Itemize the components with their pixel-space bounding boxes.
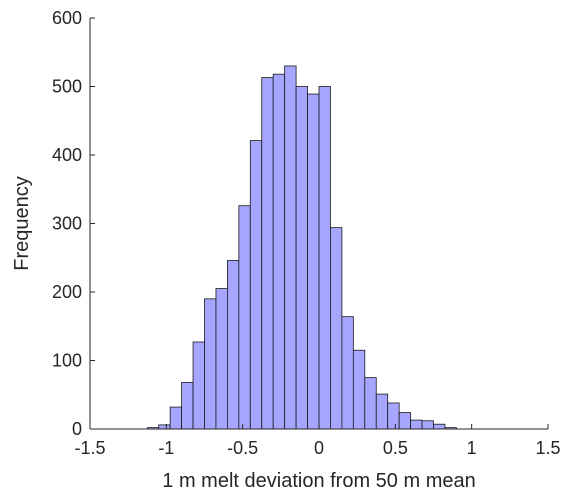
histogram-bar — [318, 86, 331, 430]
histogram-bar — [284, 65, 297, 430]
y-tick-label: 200 — [52, 282, 82, 302]
x-axis-label: 1 m melt deviation from 50 m mean — [162, 470, 475, 492]
histogram-bar — [398, 412, 411, 430]
histogram-bar — [158, 424, 171, 430]
x-tick-label: 1 — [467, 438, 477, 458]
histogram-bar — [295, 86, 308, 430]
bars-layer — [146, 65, 457, 430]
x-ticks: -1.5 -1 -0.5 0 0.5 1 1.5 — [74, 424, 561, 458]
x-tick-label: 0.5 — [383, 438, 408, 458]
histogram-bar — [226, 260, 240, 430]
y-tick-label: 100 — [52, 351, 82, 371]
y-axis-label: Frequency — [11, 176, 33, 271]
histogram-bar — [204, 298, 217, 430]
histogram-bar — [307, 93, 320, 430]
histogram-bar — [421, 420, 434, 430]
x-tick-label: -1.5 — [74, 438, 105, 458]
y-tick-label: 600 — [52, 8, 82, 28]
x-tick-label: -0.5 — [227, 438, 258, 458]
histogram-bar — [238, 205, 251, 430]
x-tick-label: 0 — [314, 438, 324, 458]
histogram-bar — [387, 402, 400, 430]
histogram-bar — [215, 288, 228, 430]
y-ticks: 0 100 200 300 400 500 600 — [52, 8, 95, 439]
histogram-bar — [352, 349, 366, 430]
histogram-bar — [169, 406, 182, 430]
x-tick-label: 1.5 — [535, 438, 560, 458]
histogram-bar — [330, 227, 343, 430]
histogram-bar — [272, 73, 286, 430]
y-tick-label: 0 — [72, 419, 82, 439]
histogram-bar — [341, 316, 354, 430]
y-tick-label: 300 — [52, 214, 82, 234]
histogram-bar — [261, 77, 274, 430]
y-tick-label: 400 — [52, 145, 82, 165]
histogram-bar — [364, 377, 377, 430]
histogram-bar — [410, 419, 423, 430]
histogram-bar — [433, 423, 446, 430]
histogram-bar — [192, 341, 205, 430]
histogram-bar — [181, 382, 194, 430]
histogram-bar — [249, 140, 263, 430]
histogram-bar — [375, 393, 389, 430]
y-tick-label: 500 — [52, 77, 82, 97]
x-tick-label: -1 — [158, 438, 174, 458]
